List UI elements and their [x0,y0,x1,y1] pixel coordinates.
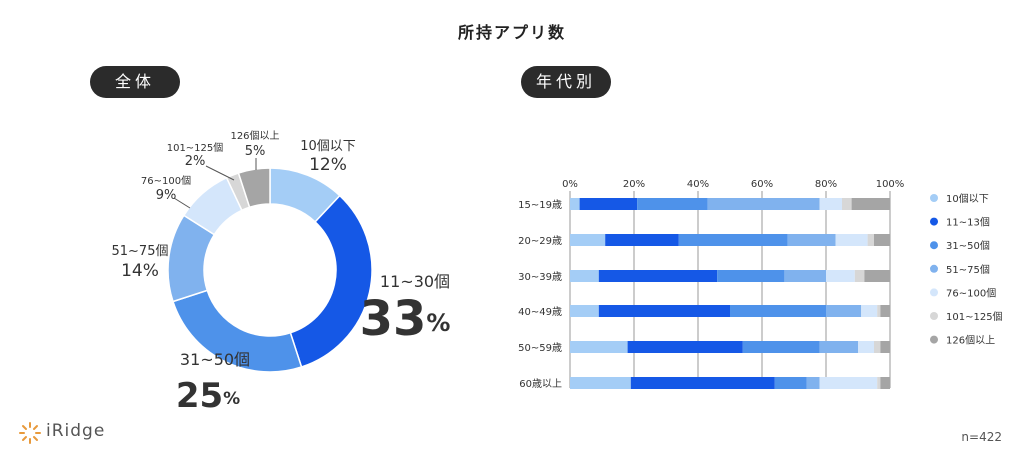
bar-segment [854,270,865,282]
legend-swatch [930,288,938,297]
bar-segment [826,270,855,282]
bar-segment [784,270,826,282]
slice-label: 11~30個 [380,272,450,291]
bar-segment [842,198,852,210]
bar-segment [570,270,599,282]
legend-swatch [930,194,938,202]
y-tick-label: 20~29歳 [518,235,562,247]
bar-segment [598,270,718,282]
donut-slice [289,194,373,368]
legend-swatch [930,335,938,344]
bar-segment [630,377,775,389]
legend-label: 126個以上 [946,334,995,347]
chart-title: 所持アプリ数 [457,23,566,42]
bar-segment [730,305,826,317]
bar-segment [835,234,868,246]
bar-segment [819,341,858,353]
bar-segment [861,305,878,317]
bar-segment [742,341,820,353]
bar-segment [877,305,881,317]
slice-value: 2% [185,154,206,169]
bar-segment [880,305,890,317]
x-tick-label: 40% [687,179,709,190]
bar-segment [570,341,628,353]
slice-label: 10個以下 [300,139,356,154]
bar-segment [874,234,890,246]
bar-segment [806,377,820,389]
slice-value: 14% [121,261,159,281]
legend-label: 11~13個 [946,216,990,229]
slice-value: 12% [309,155,347,175]
bar-segment [707,198,820,210]
bar-segment [819,377,878,389]
bar-segment [570,377,631,389]
slice-label: 31~50個 [180,350,250,369]
bar-segment [774,377,807,389]
y-tick-label: 40~49歳 [518,306,562,318]
leader-line [173,197,191,209]
x-tick-label: 60% [751,179,773,190]
y-tick-label: 50~59歳 [518,342,562,354]
slice-value: 5% [245,144,266,159]
legend-label: 76~100個 [946,286,996,299]
slice-label: 126個以上 [230,129,279,142]
bar-segment [787,234,836,246]
sun-icon [19,422,41,444]
bar-segment [874,341,881,353]
bar-segment [717,270,785,282]
section-label-age: 年代別 [521,66,611,98]
legend-label: 31~50個 [946,239,990,252]
y-tick-label: 15~19歳 [518,199,562,211]
slice-label: 51~75個 [112,244,169,259]
x-tick-label: 80% [815,179,837,190]
bar-segment [570,234,606,246]
bar-segment [819,198,842,210]
slice-label: 101~125個 [167,141,224,154]
bar-segment [880,341,890,353]
bar-segment [570,305,599,317]
slice-value: 9% [156,188,177,203]
legend-label: 51~75個 [946,263,990,276]
bar-segment [627,341,743,353]
legend-swatch [930,217,938,226]
y-tick-label: 60歳以上 [519,378,562,390]
bar-segment [570,198,580,210]
bar-segment [858,341,874,353]
x-tick-label: 20% [623,179,645,190]
legend-swatch [930,241,938,250]
bar-segment [637,198,708,210]
bar-segment [598,305,730,317]
legend-swatch [930,264,938,273]
x-tick-label: 100% [876,179,905,190]
brand-name: iRidge [46,421,106,441]
bar-segment [877,377,881,389]
sample-size: n=422 [961,430,1002,444]
bar-segment [826,305,862,317]
slice-label: 76~100個 [141,174,191,187]
bar-segment [864,270,890,282]
section-label-total: 全体 [90,66,180,98]
legend-swatch [930,312,938,320]
bar-segment [579,198,638,210]
bar-segment [880,377,890,389]
bar-segment [867,234,874,246]
donut-slice [237,167,271,209]
legend-label: 101~125個 [946,310,1003,323]
leader-line [205,165,235,181]
y-tick-label: 30~39歳 [518,271,562,283]
legend-label: 10個以下 [946,192,989,205]
x-tick-label: 0% [562,179,578,190]
bar-segment [678,234,788,246]
bar-segment [851,198,890,210]
bar-segment [605,234,679,246]
